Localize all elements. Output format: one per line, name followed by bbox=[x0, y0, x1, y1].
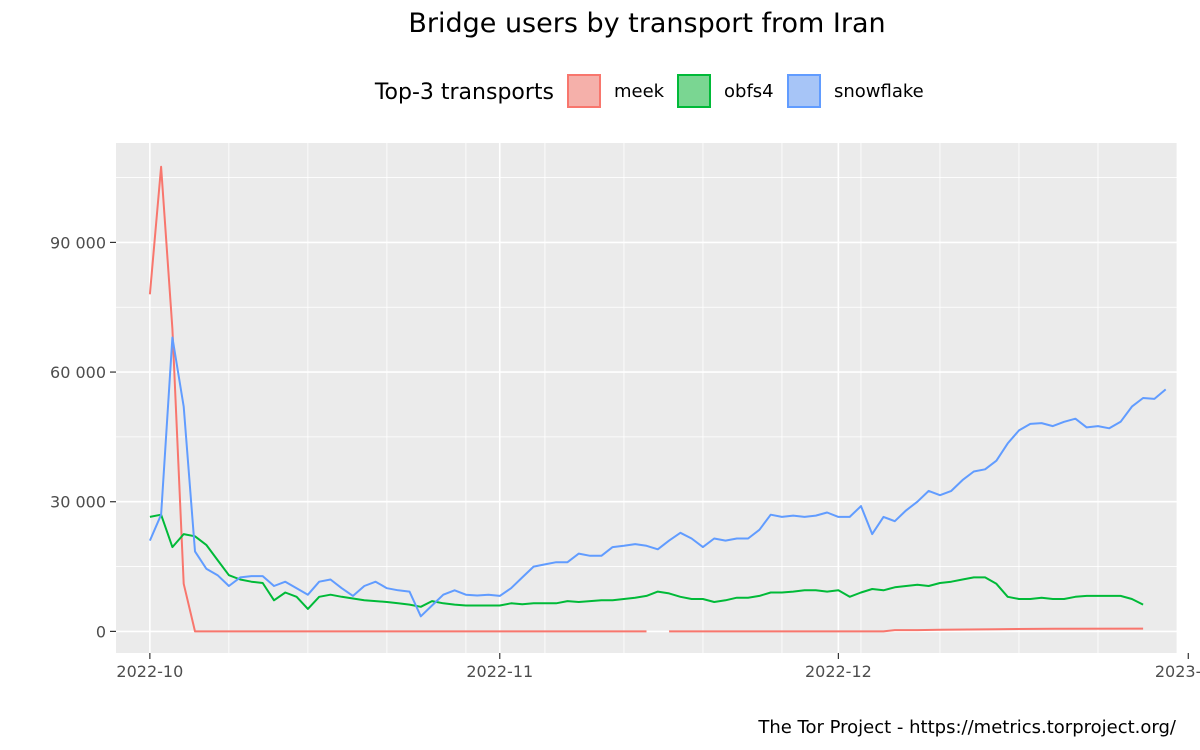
series-line-meek bbox=[148, 165, 647, 633]
legend-item-obfs4: obfs4 bbox=[677, 74, 774, 108]
series-line-meek bbox=[669, 627, 1144, 633]
legend-item-snowflake: snowflake bbox=[787, 74, 924, 108]
plot-panel bbox=[116, 143, 1177, 653]
x-tick-label: 2023-01 bbox=[1155, 662, 1200, 681]
legend-key-snowflake bbox=[787, 74, 821, 108]
axes: 2022-10 2022-11 2022-12 2023-01 0 30 000 60 00… bbox=[50, 233, 1200, 681]
series-lines bbox=[148, 165, 1167, 633]
x-tick-label: 2022-10 bbox=[116, 662, 183, 681]
x-tick-label: 2022-11 bbox=[466, 662, 533, 681]
series-line-obfs4 bbox=[149, 513, 1144, 610]
chart-title: Bridge users by transport from Iran bbox=[408, 8, 885, 39]
legend-key-obfs4 bbox=[677, 74, 711, 108]
x-tick-label: 2022-12 bbox=[805, 662, 872, 681]
series-line-snowflake bbox=[148, 336, 1167, 618]
legend: Top-3 transports meek obfs4 snowflake bbox=[374, 74, 924, 108]
series-meek bbox=[148, 165, 1144, 633]
grid-lines bbox=[116, 143, 1190, 653]
legend-title: Top-3 transports bbox=[374, 80, 554, 105]
y-tick-label: 90 000 bbox=[50, 233, 106, 252]
legend-label-snowflake: snowflake bbox=[834, 81, 924, 102]
series-obfs4 bbox=[149, 513, 1144, 610]
legend-label-obfs4: obfs4 bbox=[724, 81, 774, 102]
panel-background bbox=[116, 143, 1177, 653]
legend-key-meek bbox=[567, 74, 601, 108]
y-tick-label: 30 000 bbox=[50, 493, 106, 512]
legend-item-meek: meek bbox=[567, 74, 665, 108]
caption: The Tor Project - https://metrics.torpro… bbox=[757, 717, 1177, 738]
y-tick-label: 0 bbox=[96, 622, 106, 641]
y-tick-label: 60 000 bbox=[50, 363, 106, 382]
legend-label-meek: meek bbox=[614, 81, 665, 102]
series-snowflake bbox=[148, 336, 1167, 618]
